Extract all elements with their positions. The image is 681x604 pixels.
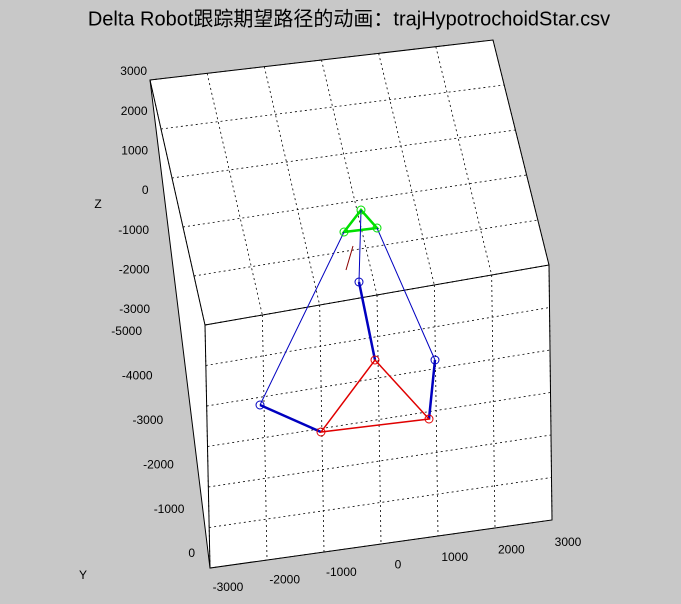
y-tick-label: -3000 bbox=[132, 413, 163, 427]
x-tick-label: 3000 bbox=[555, 535, 582, 549]
grid-line bbox=[376, 294, 382, 545]
z-tick-label: 3000 bbox=[120, 64, 147, 78]
z-tick-label: -2000 bbox=[119, 263, 150, 277]
joint bbox=[430, 355, 440, 365]
y-tick-label: -5000 bbox=[111, 324, 142, 338]
link bbox=[376, 227, 436, 361]
x-tick-label: -1000 bbox=[326, 565, 357, 579]
grid bbox=[149, 39, 553, 569]
chart-title: Delta Robot跟踪期望路径的动画：trajHypotrochoidSta… bbox=[88, 7, 610, 30]
grid-line bbox=[193, 219, 538, 277]
grid-line bbox=[206, 73, 263, 316]
x-tick-label: -2000 bbox=[269, 573, 300, 587]
grid-line bbox=[204, 264, 550, 326]
z-tick-label: 2000 bbox=[121, 104, 148, 118]
joint bbox=[356, 205, 366, 215]
link bbox=[259, 231, 345, 406]
robot bbox=[255, 205, 440, 437]
joint bbox=[354, 277, 364, 287]
grid-line bbox=[149, 79, 206, 326]
axes-box bbox=[149, 39, 553, 569]
grid-line bbox=[321, 59, 378, 296]
z-axis-label: Z bbox=[94, 197, 101, 211]
x-tick-label: 1000 bbox=[441, 550, 468, 564]
base-platform bbox=[319, 358, 431, 433]
joint bbox=[316, 427, 326, 437]
grid-line bbox=[492, 39, 550, 266]
y-tick-label: 0 bbox=[188, 546, 195, 560]
joint bbox=[372, 223, 382, 233]
x-tick-label: 0 bbox=[395, 558, 402, 572]
link bbox=[427, 359, 437, 420]
grid-line bbox=[435, 46, 493, 276]
z-tick-label: -1000 bbox=[118, 223, 149, 237]
trajectory bbox=[345, 245, 354, 271]
joint bbox=[255, 400, 265, 410]
link bbox=[259, 403, 322, 434]
z-tick-label: 0 bbox=[142, 183, 149, 197]
link bbox=[358, 209, 362, 283]
grid-line bbox=[263, 66, 321, 306]
joint bbox=[339, 227, 349, 237]
grid-line bbox=[261, 314, 268, 561]
grid-line bbox=[205, 307, 550, 366]
grid-line bbox=[491, 274, 496, 529]
y-tick-label: -4000 bbox=[122, 369, 153, 383]
joint bbox=[424, 414, 434, 424]
x-tick-label: -3000 bbox=[213, 580, 244, 594]
link bbox=[357, 281, 377, 361]
y-tick-label: -2000 bbox=[143, 457, 174, 471]
y-tick-label: -1000 bbox=[154, 502, 185, 516]
x-tick-label: 2000 bbox=[498, 543, 525, 557]
z-tick-label: 1000 bbox=[121, 144, 148, 158]
y-axis-label: Y bbox=[79, 568, 87, 582]
joint bbox=[370, 355, 380, 365]
z-tick-label: -3000 bbox=[119, 302, 150, 316]
